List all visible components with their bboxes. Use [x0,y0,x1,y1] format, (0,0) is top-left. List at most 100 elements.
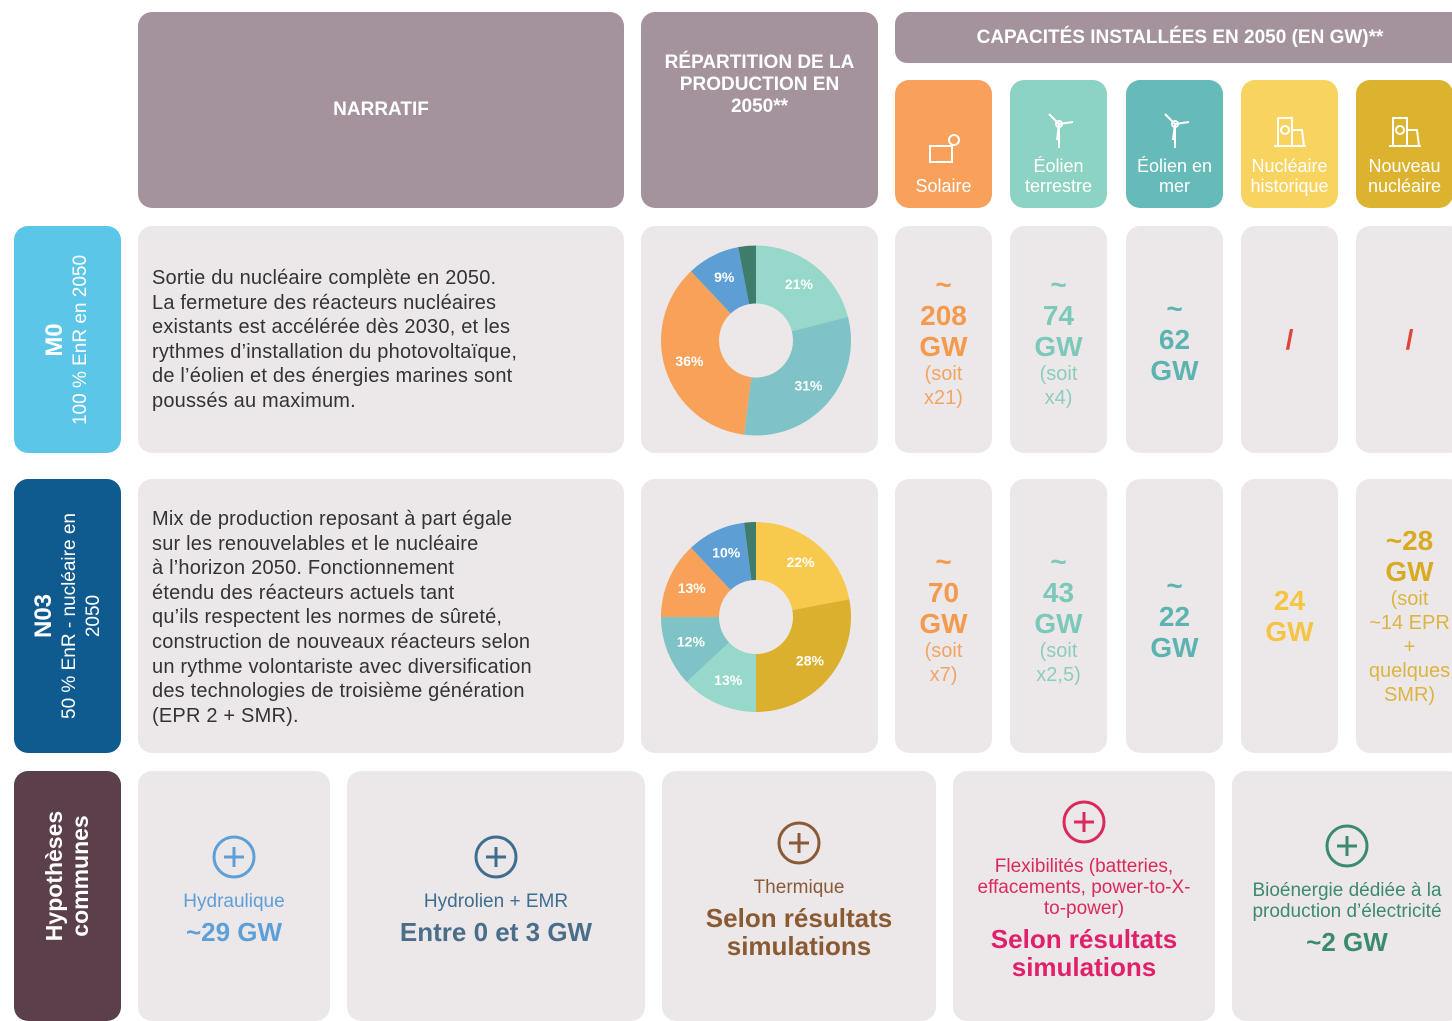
narrative-line: poussés au maximum. [152,389,356,412]
icon-shape [486,846,506,867]
capacity-value: ~ [935,545,952,577]
scenario-label: M0 100 % EnR en 2050 [14,226,121,453]
capacity-note: (soit [1039,363,1078,385]
pie-label: 13% [678,580,707,596]
capacity-note: (soit [924,639,963,662]
pie-label: 28% [796,652,825,668]
capacity-value: GW [1150,631,1199,663]
capacity-value: GW [919,331,968,362]
narrative-line: des technologies de troisième génération [152,680,525,703]
pie-slice [661,547,731,617]
icon-shape [1388,117,1421,147]
common-item-value: Selon résultats simulations [990,923,1178,982]
capacity-note: x7) [929,663,958,686]
common-item-value: Entre 0 et 3 GW [399,916,593,947]
capacity-value: 43 [1042,576,1075,608]
narrative-line: Sortie du nucléaire complète en 2050. [152,267,497,289]
capacity-value: / [1405,324,1414,355]
icon-shape [1163,113,1189,148]
repartition-title: RÉPARTITION DE LA PRODUCTION EN 2050** [664,52,855,117]
scenario-code: M0 [41,322,69,357]
pie-slice [661,617,730,683]
capacity-note: x4) [1044,387,1073,409]
narrative-line: Mix de production reposant à part égale [152,508,513,530]
common-icon [1062,800,1106,843]
tech-label: Nouveau nucléaire [1367,156,1442,196]
pie-label: 22% [787,554,816,570]
pie-label: 21% [785,276,814,292]
common-item-label: Flexibilités (batteries, effacements, po… [977,855,1191,919]
narrative-line: construction de nouveaux réacteurs selon [152,630,531,653]
narrative-line: existants est accélérée dès 2030, et les [152,316,511,339]
capacity-note: x21) [924,387,963,409]
icon-shape [789,832,809,853]
common-icon [1325,824,1369,868]
capacity-note: (soit [1039,639,1078,662]
narrative-line: un rythme volontariste avec diversificat… [152,655,532,678]
icon-shape [474,835,518,878]
capacity-value: GW [919,607,968,639]
capacity-cell: / [1241,226,1338,453]
capacity-cell: ~22 GW [1126,479,1223,753]
capacity-value: GW [1034,331,1083,362]
scenario-subtitle: 100 % EnR en 2050 [70,254,92,425]
common-item-value: ~2 GW [1306,927,1388,957]
capacity-value: GW [1150,355,1199,386]
capacity-value: ~28 [1385,525,1434,556]
tech-header: Éolien terrestre [1010,80,1107,208]
icon-shape [947,134,960,146]
capacity-value: GW [1385,556,1434,587]
narratif-header: NARRATIF [138,12,624,208]
capacity-cell: ~70 GW (soit x7) [895,479,992,753]
common-item-label: Bioénergie dédiée à la production d’élec… [1252,880,1442,922]
capacity-cell: ~74 GW (soit x4) [1010,226,1107,453]
common-item: Hydraulique ~29 GW [138,771,330,1021]
capacity-value: 74 [1042,300,1075,331]
narrative-line: à l’horizon 2050. Fonctionnement [152,557,455,580]
pie-slice [690,522,752,591]
capacity-note: x2,5) [1036,663,1081,686]
pie-box: 21% 31% 36% 9% [641,226,878,453]
narrative-line: La fermeture des réacteurs nucléaires [152,291,497,314]
common-icon [474,835,518,878]
icon-shape [1273,117,1306,147]
pie-slice [744,522,756,581]
common-item-label: Hydrolien + EMR [423,890,569,912]
capacity-cell: ~28 GW (soit ~14 EPR + quelques SMR) [1356,479,1452,753]
capacity-note: (soit [1390,588,1429,610]
icon-shape [1054,120,1063,128]
tech-icon [1047,113,1073,148]
tech-label: Solaire [915,176,972,196]
icon-shape [1394,125,1405,135]
icon-shape [777,821,821,864]
capacity-value: GW [1265,616,1314,647]
pie-chart: 22% 28% 13% 12% 13% 10% [661,522,851,712]
scenario-code: N03 [29,593,57,639]
scenario-label: N03 50 % EnR - nucléaire en 2050 [14,479,121,753]
narrative: Sortie du nucléaire complète en 2050. La … [138,226,624,453]
pie-slice [738,245,756,305]
capacity-cell: ~62 GW [1126,226,1223,453]
common-item: Bioénergie dédiée à la production d’élec… [1232,771,1452,1021]
capacity-value: ~ [1050,269,1067,300]
common-icon [212,835,256,878]
capacity-value: 62 [1158,324,1191,355]
capacity-note: ~14 EPR [1369,612,1450,634]
pie-box: 22% 28% 13% 12% 13% 10% [641,479,878,753]
tech-label: Nucléaire historique [1250,156,1329,196]
pie-slice [756,522,850,611]
scenario-label-text: M0 100 % EnR en 2050 [42,254,94,424]
common-item: Hydrolien + EMR Entre 0 et 3 GW [347,771,645,1021]
icon-shape [1337,836,1357,856]
capacity-note: (soit [924,363,963,385]
common-label-text: Hypothèses communes [42,811,94,941]
tech-icon [1163,113,1189,148]
common-item-label: Hydraulique [183,890,285,912]
pie-label: 12% [677,633,706,649]
capacity-value: ~ [1050,545,1067,577]
tech-header: Éolien en mer [1126,80,1223,208]
icon-shape [928,145,953,163]
narrative: Mix de production reposant à part égale s… [138,479,624,753]
icon-shape [1074,811,1094,832]
capacity-note: + [1403,636,1416,658]
